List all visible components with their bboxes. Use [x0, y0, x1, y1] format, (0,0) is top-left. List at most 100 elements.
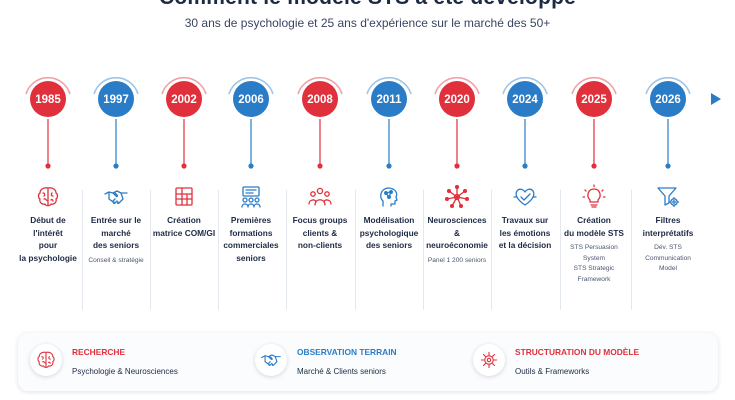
- milestone-label-line: matrice COM/GI: [152, 227, 216, 238]
- timeline-node-2011: 2011: [366, 76, 412, 169]
- milestone-label-line: marché: [101, 227, 131, 238]
- milestone-label: Création matrice COM/GI: [151, 214, 217, 239]
- milestone-label: Neurosciences & neuroéconomie: [424, 214, 490, 252]
- milestone-note-line: Dév. STS: [654, 244, 682, 251]
- milestone-label: Entrée sur le marché des seniors: [83, 214, 149, 252]
- heart-check-icon: [513, 188, 537, 206]
- node-halo: [297, 76, 343, 95]
- node-halo: [645, 76, 691, 95]
- column-divider: [631, 190, 632, 310]
- milestone-label-line: & neuroéconomie: [426, 227, 488, 251]
- timeline-node-1997: 1997: [93, 76, 139, 169]
- filter-gear-icon: [657, 187, 680, 208]
- milestone-label-line: Entrée sur le: [90, 215, 142, 225]
- year-badge: [166, 81, 202, 117]
- milestone-2006: Premières formations commerciales seniors: [218, 184, 284, 264]
- column-divider: [286, 190, 287, 310]
- summary-heading: RECHERCHE: [72, 347, 126, 357]
- node-halo: [161, 76, 207, 95]
- connector-dot: [317, 163, 323, 169]
- connector-dot: [248, 163, 254, 169]
- node-halo: [502, 76, 548, 95]
- gear-icon: [480, 351, 498, 369]
- milestone-label-line: pour: [38, 240, 58, 250]
- training-icon: [241, 186, 261, 208]
- node-halo: [366, 76, 412, 95]
- year-label: 2026: [655, 94, 681, 106]
- brain-icon: [37, 351, 55, 368]
- milestone-label-line: commerciales: [223, 240, 279, 250]
- milestone-2020: Neurosciences & neuroéconomie Panel 1 200 …: [424, 184, 490, 266]
- milestone-note: Conseil & stratégie: [83, 256, 149, 267]
- year-label: 1985: [35, 94, 61, 106]
- column-divider: [150, 190, 151, 310]
- milestone-label-line: l'intérêt: [33, 227, 63, 238]
- year-label: 2011: [377, 94, 403, 106]
- timeline-node-2020: 2020: [434, 76, 480, 169]
- milestone-label-line: Création: [167, 215, 201, 225]
- year-label: 1997: [103, 94, 129, 106]
- node-halo: [571, 76, 617, 95]
- neural-icon: [444, 184, 470, 209]
- brain-icon: [37, 187, 59, 207]
- year-badge: [30, 81, 66, 117]
- column-divider: [355, 190, 356, 310]
- year-label: 2008: [307, 94, 333, 106]
- milestone-label-line: Neurosciences: [427, 215, 487, 225]
- milestone-label: Début de l'intérêt pour la psychologie: [15, 214, 81, 264]
- milestone-label-line: du modèle STS: [564, 227, 624, 238]
- summary-icon-badge: [473, 344, 505, 376]
- milestone-label-line: des seniors: [365, 240, 413, 250]
- node-halo: [25, 76, 71, 95]
- milestone-note-line: Communication: [645, 254, 691, 262]
- connector-dot: [665, 163, 671, 169]
- year-badge: [439, 81, 475, 117]
- summary-heading: STRUCTURATION DU MODÈLE: [515, 347, 640, 357]
- connector-dot: [181, 163, 187, 169]
- year-label: 2020: [444, 94, 470, 106]
- year-badge: [576, 81, 612, 117]
- summary-text: Psychologie & Neurosciences: [72, 367, 178, 376]
- timeline-node-2008: 2008: [297, 76, 343, 169]
- milestone-note-line: Model: [659, 265, 677, 272]
- summary-panel: [18, 333, 718, 391]
- page-title: Comment le modèle STS a été développé: [0, 0, 735, 10]
- milestone-label-line: formations: [229, 227, 273, 238]
- milestone-label-line: les émotions: [499, 227, 551, 238]
- connector-dot: [591, 163, 597, 169]
- summary-text: Marché & Clients seniors: [297, 367, 386, 376]
- network-head-icon: [380, 187, 398, 207]
- milestone-label: Création du modèle STS: [561, 214, 627, 239]
- summary-text: Outils & Frameworks: [515, 367, 590, 376]
- group-icon: [308, 187, 332, 206]
- connector-dot: [45, 163, 51, 169]
- year-label: 2024: [512, 94, 538, 106]
- timeline-node-2026: 2026: [645, 76, 691, 169]
- year-badge: [98, 81, 134, 117]
- milestone-label-line: Premières: [230, 215, 272, 225]
- column-divider: [218, 190, 219, 310]
- milestone-note-line: STS Persuasion: [570, 244, 618, 251]
- year-badge: [371, 81, 407, 117]
- connector-dot: [386, 163, 392, 169]
- year-badge: [233, 81, 269, 117]
- milestone-2002: Création matrice COM/GI: [151, 184, 217, 239]
- timeline-node-2024: 2024: [502, 76, 548, 169]
- milestone-label: Filtres interprétatifs: [635, 214, 701, 239]
- node-halo: [228, 76, 274, 95]
- grid-icon: [175, 187, 193, 206]
- milestone-2025: Création du modèle STS STS Persuasion Syste…: [561, 184, 627, 285]
- milestone-note: Panel 1 200 seniors: [424, 256, 490, 267]
- milestone-1997: Entrée sur le marché des seniors Conseil & …: [83, 184, 149, 266]
- milestone-label-line: Filtres: [655, 215, 681, 225]
- milestone-2024: Travaux sur les émotions et la décision: [492, 184, 558, 252]
- year-badge: [302, 81, 338, 117]
- milestone-label-line: la psychologie: [19, 252, 77, 263]
- milestone-note-line: STS Strategic: [573, 265, 615, 272]
- column-divider: [491, 190, 492, 310]
- lightbulb-icon: [582, 184, 606, 208]
- year-label: 2006: [238, 94, 264, 106]
- timeline-node-2002: 2002: [161, 76, 207, 169]
- node-halo: [434, 76, 480, 95]
- year-label: 2025: [581, 94, 607, 106]
